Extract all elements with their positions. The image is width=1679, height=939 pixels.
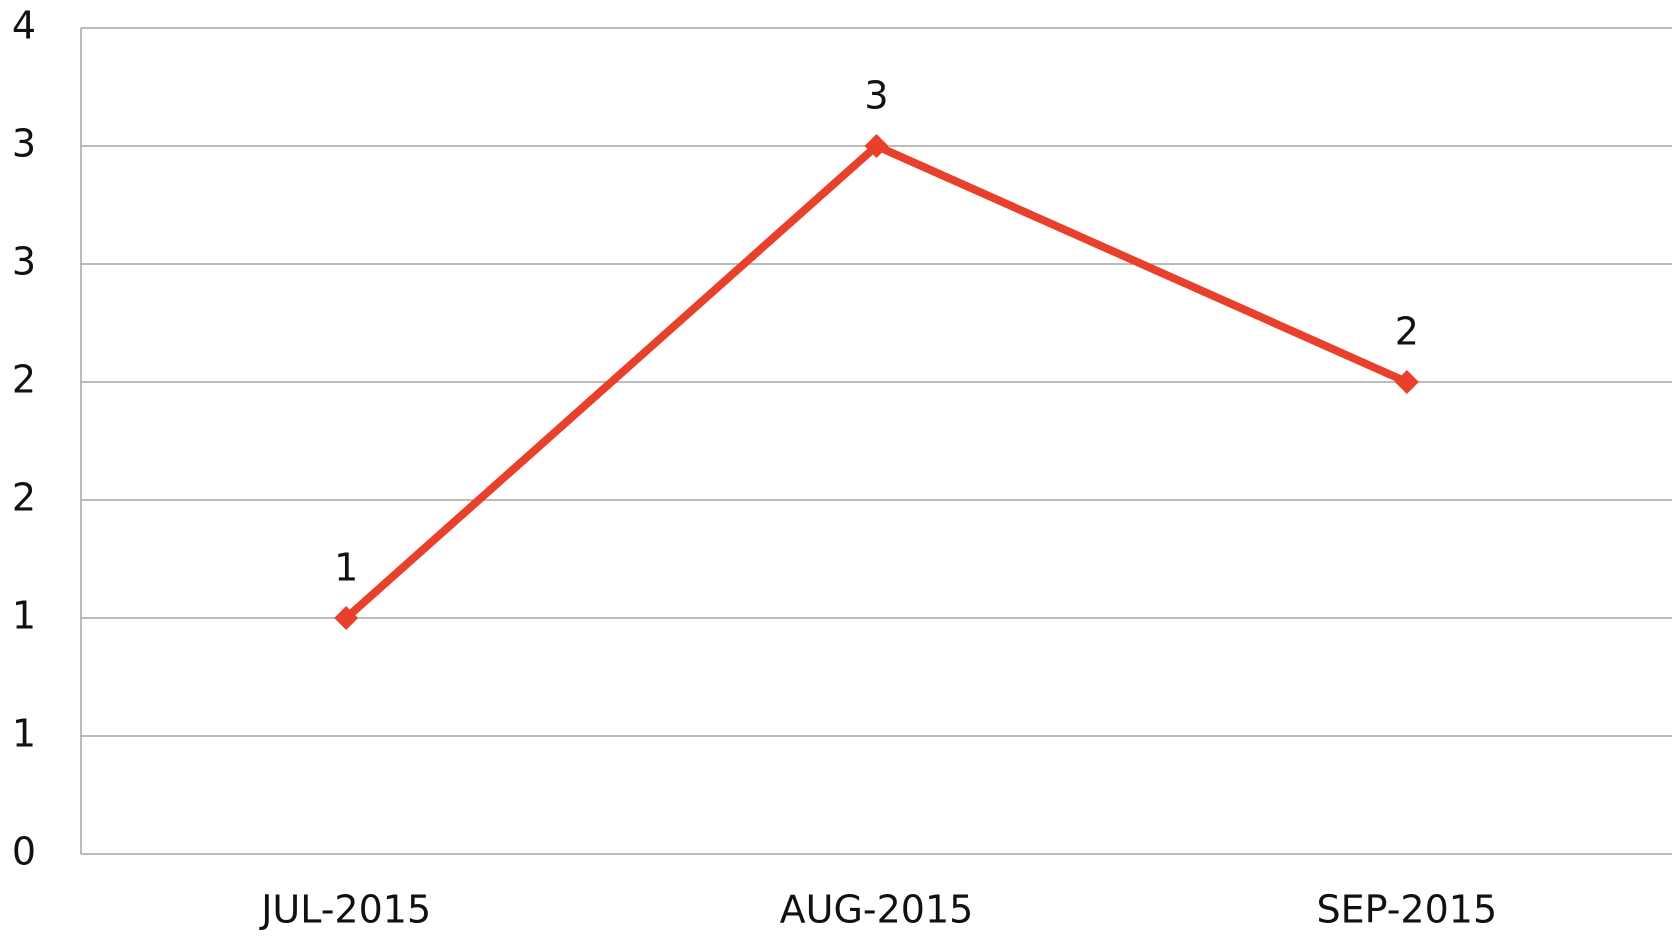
y-tick-label: 3 [12,240,36,284]
data-label: 1 [334,546,358,590]
marker [334,606,359,630]
x-tick-label: SEP-2015 [1317,888,1498,932]
y-tick-label: 1 [12,712,36,756]
y-tick-label: 1 [12,594,36,638]
x-tick-label: AUG-2015 [780,888,974,932]
y-tick-label: 2 [12,476,36,520]
x-tick-label: JUL-2015 [259,888,431,932]
y-tick-label: 3 [12,122,36,166]
marker [864,134,889,158]
data-label: 2 [1395,310,1419,354]
y-tick-label: 4 [12,4,36,48]
y-tick-label: 0 [12,830,36,874]
marker [1394,370,1419,394]
data-label: 3 [864,74,888,118]
y-tick-label: 2 [12,358,36,402]
